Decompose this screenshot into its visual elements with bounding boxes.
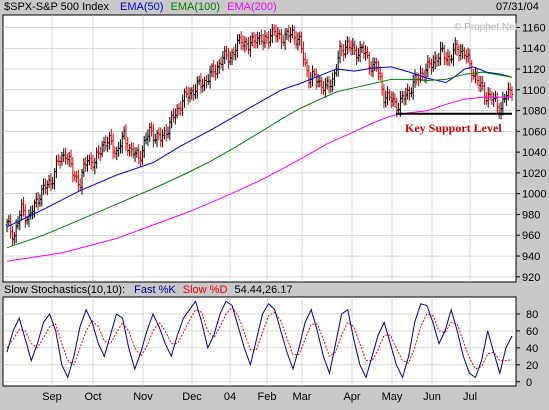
x-tick-label: Dec bbox=[182, 391, 202, 403]
x-tick-label: Jun bbox=[423, 391, 441, 403]
x-tick-label: Nov bbox=[133, 391, 153, 403]
x-tick-label: Mar bbox=[293, 391, 312, 403]
stoch-tick-label: 20 bbox=[526, 360, 538, 372]
x-tick-label: Sep bbox=[42, 391, 62, 403]
stoch-tick-label: 80 bbox=[526, 309, 538, 321]
price-panel bbox=[2, 14, 517, 283]
fast-k-line bbox=[6, 300, 513, 379]
price-tick-label: 1100 bbox=[522, 85, 546, 97]
stochastics-values: 54.44,26.17 bbox=[234, 284, 293, 296]
x-tick-label: Apr bbox=[343, 391, 360, 403]
x-tick-label: May bbox=[382, 391, 403, 403]
price-tick-label: 980 bbox=[522, 209, 540, 221]
slow-d-line bbox=[6, 306, 513, 370]
slow-d-legend: Slow %D bbox=[182, 284, 228, 296]
ema50-line bbox=[6, 66, 513, 228]
stochastics-lines bbox=[6, 300, 513, 379]
symbol-label: $SPX-S&P 500 Index bbox=[4, 1, 109, 13]
key-support-label: Key Support Level bbox=[405, 121, 502, 135]
x-tick-label: Feb bbox=[258, 391, 277, 403]
ema100-legend: EMA(100) bbox=[170, 1, 221, 13]
date-label: 07/31/04 bbox=[496, 1, 539, 13]
ema200-legend: EMA(200) bbox=[227, 1, 277, 13]
price-tick-label: 1160 bbox=[522, 22, 546, 34]
chart-header: $SPX-S&P 500 Index EMA(50) EMA(100) EMA(… bbox=[4, 1, 277, 14]
price-tick-label: 1020 bbox=[522, 168, 546, 180]
stochastics-y-axis: 0 20 40 60 80 bbox=[516, 309, 538, 389]
price-tick-label: 1080 bbox=[522, 106, 546, 118]
ema100-line bbox=[6, 71, 513, 249]
ema-lines bbox=[6, 66, 513, 262]
price-tick-label: 1040 bbox=[522, 147, 546, 159]
price-tick-label: 1140 bbox=[522, 43, 546, 55]
watermark: © Prophet.Net bbox=[454, 22, 518, 33]
stoch-tick-label: 0 bbox=[526, 377, 532, 389]
x-tick-label: 04 bbox=[224, 391, 236, 403]
price-y-axis: 920 940 960 980 1000 1020 1040 1060 1080 1100 1120… bbox=[516, 22, 546, 284]
x-tick-label: Oct bbox=[84, 391, 101, 403]
fast-k-legend: Fast %K bbox=[134, 284, 176, 296]
price-tick-label: 920 bbox=[522, 272, 540, 284]
ema200-line bbox=[6, 96, 512, 262]
x-tick-label: Jul bbox=[463, 391, 477, 403]
price-tick-label: 960 bbox=[522, 230, 540, 242]
price-tick-label: 1000 bbox=[522, 189, 546, 201]
ema50-legend: EMA(50) bbox=[120, 1, 164, 13]
stoch-tick-label: 60 bbox=[526, 326, 538, 338]
price-tick-label: 1120 bbox=[522, 64, 546, 76]
price-tick-label: 1060 bbox=[522, 126, 546, 138]
x-axis: Sep Oct Nov Dec 04 Feb Mar Apr May Jun Jul bbox=[42, 391, 477, 403]
price-bars bbox=[5, 23, 514, 246]
stoch-tick-label: 40 bbox=[526, 343, 538, 355]
price-tick-label: 940 bbox=[522, 251, 540, 263]
stochastics-name: Slow Stochastics(10,10): bbox=[4, 284, 126, 296]
stochastics-header: Slow Stochastics(10,10): Fast %K Slow %D… bbox=[4, 284, 293, 297]
